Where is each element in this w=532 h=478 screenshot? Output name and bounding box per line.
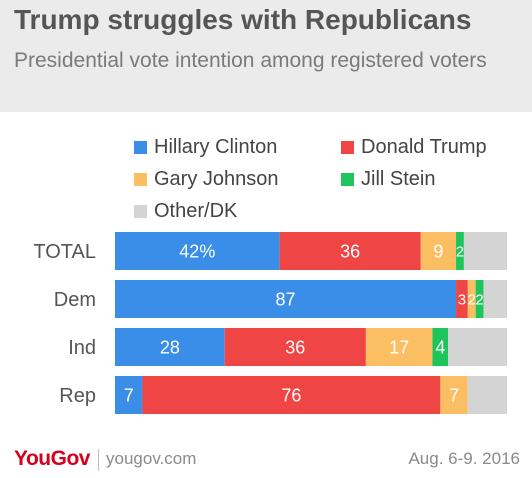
value-label-dem-3: 2 bbox=[475, 291, 483, 308]
value-label-total-2: 9 bbox=[433, 241, 443, 261]
footer-divider bbox=[98, 449, 99, 471]
legend-swatch-other bbox=[134, 205, 147, 218]
category-label-rep: Rep bbox=[59, 385, 96, 407]
bar-segment-ind-2 bbox=[365, 328, 433, 366]
legend-label-clinton: Hillary Clinton bbox=[154, 136, 278, 158]
value-label-ind-2: 17 bbox=[389, 337, 409, 357]
bar-segment-rep-0 bbox=[115, 376, 143, 414]
bar-segment-total-0 bbox=[115, 232, 280, 270]
header: Trump struggles with Republicans Preside… bbox=[0, 0, 532, 112]
bar-segment-dem-0 bbox=[115, 280, 457, 318]
value-label-dem-2: 2 bbox=[468, 291, 476, 308]
legend-label-other: Other/DK bbox=[154, 200, 238, 222]
bar-segment-dem-4 bbox=[483, 280, 507, 318]
value-label-ind-1: 36 bbox=[285, 337, 305, 357]
value-label-rep-2: 7 bbox=[449, 385, 459, 405]
value-label-dem-1: 3 bbox=[458, 291, 466, 308]
legend-item-other: Other/DK bbox=[134, 200, 237, 223]
bar-segment-total-1 bbox=[279, 232, 421, 270]
value-label-total-1: 36 bbox=[340, 241, 360, 261]
bar-segment-rep-1 bbox=[142, 376, 441, 414]
value-label-ind-3: 4 bbox=[435, 337, 445, 357]
bar-segment-ind-4 bbox=[448, 328, 507, 366]
legend-label-stein: Jill Stein bbox=[361, 168, 436, 190]
bar-segment-total-4 bbox=[463, 232, 507, 270]
legend-swatch-johnson bbox=[134, 173, 147, 186]
legend-label-trump: Donald Trump bbox=[361, 136, 487, 158]
bar-segment-ind-1 bbox=[224, 328, 366, 366]
footer-site: yougov.com bbox=[106, 449, 197, 468]
legend-item-stein: Jill Stein bbox=[341, 168, 435, 191]
bar-segment-dem-1 bbox=[456, 280, 468, 318]
legend-item-trump: Donald Trump bbox=[341, 136, 487, 159]
value-label-ind-0: 28 bbox=[160, 337, 180, 357]
bar-segment-dem-2 bbox=[467, 280, 476, 318]
value-label-rep-0: 7 bbox=[124, 385, 134, 405]
legend-swatch-stein bbox=[341, 173, 354, 186]
legend-label-johnson: Gary Johnson bbox=[154, 168, 279, 190]
bar-segment-ind-0 bbox=[115, 328, 225, 366]
bar-segment-total-2 bbox=[420, 232, 457, 270]
bar-segment-ind-3 bbox=[432, 328, 449, 366]
category-label-dem: Dem bbox=[54, 289, 96, 311]
bar-segment-dem-3 bbox=[475, 280, 484, 318]
legend-item-johnson: Gary Johnson bbox=[134, 168, 279, 191]
legend: Hillary Clinton Donald Trump Gary Johnso… bbox=[0, 130, 532, 226]
bar-segment-rep-4 bbox=[467, 376, 507, 414]
bar-segment-total-3 bbox=[456, 232, 464, 270]
footer-date: Aug. 6-9. 2016 bbox=[408, 449, 520, 468]
category-label-ind: Ind bbox=[68, 337, 96, 359]
value-label-dem-0: 87 bbox=[276, 289, 296, 309]
value-label-total-3: 2 bbox=[456, 243, 464, 260]
legend-swatch-clinton bbox=[134, 141, 147, 154]
chart-title: Trump struggles with Republicans bbox=[14, 4, 472, 35]
legend-swatch-trump bbox=[341, 141, 354, 154]
value-label-total-0: 42% bbox=[179, 241, 215, 261]
value-label-rep-1: 76 bbox=[281, 385, 301, 405]
category-label-total: TOTAL bbox=[33, 241, 96, 263]
bar-segment-rep-2 bbox=[440, 376, 468, 414]
yougov-logo: YouGov bbox=[14, 447, 90, 470]
chart-subtitle: Presidential vote intention among regist… bbox=[14, 49, 487, 72]
legend-item-clinton: Hillary Clinton bbox=[134, 136, 277, 159]
